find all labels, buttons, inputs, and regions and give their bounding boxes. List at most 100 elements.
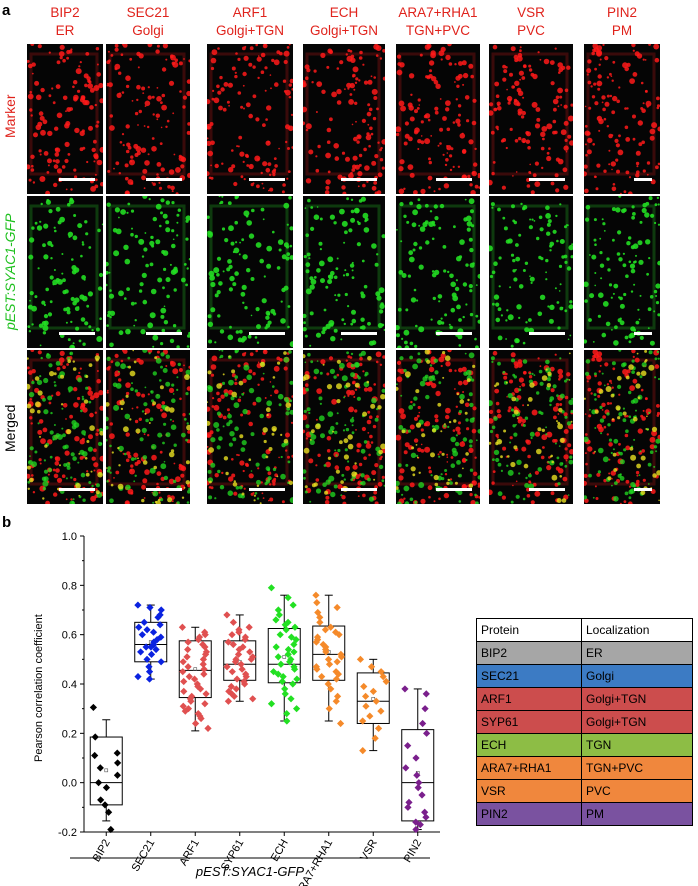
x-tick-label-vsr: VSR bbox=[358, 837, 380, 863]
row-label-marker: Marker bbox=[2, 94, 18, 138]
data-point-arf1 bbox=[200, 665, 208, 673]
data-point-sec21 bbox=[147, 643, 155, 651]
y-tick-label: 1.0 bbox=[62, 531, 77, 543]
data-point-pin2 bbox=[421, 808, 429, 816]
column-localization: Golgi+TGN bbox=[310, 23, 378, 38]
scale-bar bbox=[529, 332, 565, 335]
data-point-sec21 bbox=[157, 658, 165, 666]
data-point-ech bbox=[282, 626, 290, 634]
data-point-sec21 bbox=[134, 673, 142, 681]
data-point-syp61 bbox=[235, 628, 243, 636]
data-point-syp61 bbox=[228, 668, 236, 676]
column-protein-name: PIN2 bbox=[606, 5, 637, 20]
data-point-syp61 bbox=[238, 665, 246, 673]
data-point-bip2 bbox=[113, 771, 122, 779]
micrograph-marker-bip2 bbox=[27, 44, 103, 194]
data-point-ech bbox=[293, 675, 301, 683]
table-row: PIN2 PM bbox=[476, 802, 693, 826]
data-point-pin2 bbox=[416, 821, 424, 829]
micrograph-merged-sec21 bbox=[106, 350, 190, 504]
data-point-ech bbox=[281, 690, 289, 698]
data-point-pin2 bbox=[401, 685, 409, 693]
data-point-syp61 bbox=[249, 653, 257, 661]
scale-bar bbox=[436, 178, 472, 181]
data-point-sec21 bbox=[143, 626, 151, 634]
data-point-pin2 bbox=[413, 771, 421, 779]
column-localization: TGN+PVC bbox=[405, 23, 471, 38]
column-localization: ER bbox=[55, 23, 75, 38]
x-tick-label-bip2: BIP2 bbox=[91, 838, 113, 865]
data-point-arf1 bbox=[179, 668, 187, 676]
protein-cell: VSR bbox=[476, 779, 582, 803]
panel-b-letter: b bbox=[2, 514, 12, 531]
data-point-bip2 bbox=[113, 749, 121, 757]
scale-bar bbox=[146, 332, 182, 335]
data-point-ech bbox=[292, 705, 301, 713]
micrograph-gfp-arf1 bbox=[207, 196, 293, 348]
data-point-ara7-rha1 bbox=[325, 705, 333, 713]
y-tick-label: 0.4 bbox=[62, 679, 77, 691]
data-point-arf1 bbox=[201, 700, 209, 708]
data-point-ech bbox=[289, 680, 297, 688]
data-point-arf1 bbox=[196, 712, 204, 720]
data-point-arf1 bbox=[196, 685, 205, 693]
table-row: VSR PVC bbox=[476, 779, 693, 803]
data-point-arf1 bbox=[199, 660, 207, 668]
localization-cell: Golgi bbox=[581, 664, 693, 688]
data-point-arf1 bbox=[184, 663, 192, 671]
data-point-ech bbox=[274, 606, 282, 614]
table-row: ECH TGN bbox=[476, 733, 693, 757]
data-point-vsr bbox=[374, 724, 383, 732]
micrograph-gfp-ech bbox=[303, 196, 385, 348]
column-protein-name: ECH bbox=[329, 5, 359, 20]
data-point-sec21 bbox=[147, 650, 156, 658]
micrograph-marker-pin2 bbox=[584, 44, 660, 194]
data-point-sec21 bbox=[145, 663, 153, 671]
data-point-sec21 bbox=[157, 606, 165, 614]
scale-bar bbox=[59, 332, 95, 335]
row-label-merged: Merged bbox=[2, 404, 18, 452]
data-point-bip2 bbox=[91, 751, 99, 760]
micrograph-merged-ara7-rha1 bbox=[396, 350, 480, 504]
mean-arf1 bbox=[193, 667, 198, 671]
scale-bar bbox=[249, 332, 285, 335]
data-point-vsr bbox=[379, 673, 387, 681]
data-point-sec21 bbox=[152, 645, 160, 654]
data-point-vsr bbox=[359, 747, 367, 755]
scale-bar bbox=[634, 488, 652, 491]
data-point-arf1 bbox=[202, 690, 210, 698]
data-point-arf1 bbox=[178, 623, 187, 631]
micrograph-gfp-vsr bbox=[489, 196, 573, 348]
data-point-sec21 bbox=[142, 643, 150, 651]
data-point-sec21 bbox=[138, 631, 146, 639]
scale-bar bbox=[249, 178, 285, 181]
data-point-vsr bbox=[366, 712, 374, 720]
column-protein-name: BIP2 bbox=[50, 5, 80, 20]
data-point-ara7-rha1 bbox=[313, 665, 321, 673]
data-point-ech bbox=[276, 631, 284, 639]
data-point-sec21 bbox=[145, 675, 154, 683]
data-point-syp61 bbox=[227, 682, 235, 691]
data-point-ech bbox=[291, 623, 299, 631]
box-sec21 bbox=[134, 621, 168, 663]
box-syp61 bbox=[223, 640, 257, 681]
table-row: SYP61 Golgi+TGN bbox=[476, 710, 693, 734]
scale-bar bbox=[634, 178, 652, 181]
data-point-ara7-rha1 bbox=[332, 697, 340, 705]
micrograph-merged-bip2 bbox=[27, 350, 103, 504]
data-point-bip2 bbox=[97, 796, 105, 804]
scale-bar bbox=[436, 488, 472, 491]
mean-vsr bbox=[371, 697, 376, 701]
data-point-syp61 bbox=[228, 631, 236, 639]
data-point-ara7-rha1 bbox=[333, 658, 341, 666]
data-point-vsr bbox=[362, 692, 370, 700]
data-point-sec21 bbox=[146, 603, 154, 612]
y-axis-label: Pearson correlation coefficient bbox=[33, 614, 45, 762]
micrograph-gfp-sec21 bbox=[106, 196, 190, 348]
scale-bar bbox=[341, 488, 377, 491]
box-vsr bbox=[356, 672, 390, 724]
table-header-cell: Localization bbox=[581, 618, 693, 642]
data-point-syp61 bbox=[241, 680, 249, 688]
scale-bar bbox=[249, 488, 285, 491]
micrograph-marker-vsr bbox=[489, 44, 573, 194]
